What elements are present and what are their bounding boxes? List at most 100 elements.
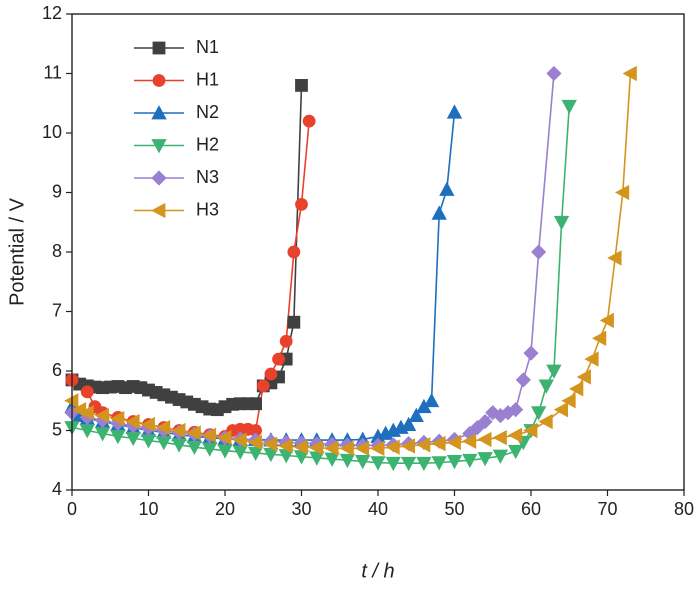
data-point [431, 435, 446, 452]
x-tick-label: 20 [215, 499, 235, 519]
data-point [462, 453, 478, 469]
data-point [295, 79, 308, 92]
data-point [249, 397, 263, 411]
data-point [569, 381, 584, 397]
data-point [287, 245, 301, 259]
data-point [110, 410, 125, 427]
x-tick-label: 80 [674, 499, 694, 519]
data-point [324, 452, 340, 467]
data-point [561, 393, 576, 409]
data-point [155, 419, 171, 436]
legend-label: H3 [196, 199, 219, 219]
data-point [264, 367, 278, 381]
data-point [256, 379, 270, 393]
legend-marker [151, 105, 167, 120]
data-point [508, 444, 524, 460]
data-point [531, 244, 547, 260]
data-point [339, 440, 354, 457]
data-point [538, 413, 553, 430]
data-point [614, 184, 630, 201]
data-point [408, 407, 424, 423]
x-axis-title: t / h [361, 560, 394, 582]
data-point [461, 433, 477, 449]
data-point [201, 427, 217, 443]
data-point [272, 352, 285, 366]
data-point [400, 456, 417, 472]
x-tick-label: 70 [597, 499, 617, 519]
plot-area [64, 65, 637, 472]
data-point [507, 427, 523, 443]
data-point [140, 416, 155, 433]
data-point [79, 404, 94, 421]
data-point [80, 385, 94, 399]
data-point [232, 432, 247, 448]
data-point [339, 453, 356, 469]
data-point [446, 104, 463, 119]
legend-marker [152, 74, 166, 87]
data-point [400, 438, 416, 454]
legend-marker [151, 202, 166, 219]
x-tick-label: 10 [138, 499, 158, 519]
legend-marker [151, 170, 167, 186]
data-point [416, 456, 432, 472]
data-point [217, 429, 232, 446]
data-point [385, 439, 400, 455]
legend-label: H1 [196, 69, 219, 89]
y-tick-label: 8 [52, 241, 62, 261]
data-point [477, 414, 493, 430]
data-point [431, 205, 447, 220]
y-tick-label: 12 [42, 3, 62, 23]
data-point [607, 250, 622, 266]
data-point [370, 440, 385, 457]
data-point [592, 330, 607, 346]
data-point [553, 402, 568, 418]
data-point [599, 312, 614, 329]
legend-marker [152, 41, 166, 55]
y-tick-label: 5 [52, 419, 62, 439]
data-point [446, 455, 463, 470]
data-point [477, 431, 492, 448]
y-tick-label: 10 [42, 122, 62, 142]
y-tick-label: 11 [43, 62, 62, 82]
data-point [508, 402, 524, 418]
y-axis-title: Potential / V [6, 197, 28, 306]
x-tick-label: 0 [67, 499, 77, 519]
x-tick-label: 50 [444, 499, 464, 519]
data-point [293, 439, 308, 455]
plot-frame [71, 13, 685, 491]
data-point [561, 99, 577, 115]
legend-label: N2 [196, 102, 219, 122]
data-point [385, 456, 401, 472]
data-point [186, 425, 201, 441]
data-point [439, 181, 455, 196]
y-tick-label: 4 [52, 479, 62, 499]
data-point [247, 434, 263, 451]
data-point [171, 422, 186, 439]
data-point [477, 452, 493, 467]
x-tick-label: 30 [291, 499, 311, 519]
data-point [530, 406, 547, 421]
data-point [553, 215, 570, 231]
data-point [584, 351, 599, 367]
data-point [295, 197, 308, 211]
data-point [515, 372, 531, 388]
data-point [622, 65, 637, 82]
data-point [400, 416, 417, 431]
legend-label: H2 [196, 134, 219, 154]
x-tick-label: 60 [521, 499, 541, 519]
data-point [576, 369, 591, 385]
data-point [492, 429, 507, 446]
y-tick-label: 9 [52, 181, 62, 201]
legend-label: N1 [196, 37, 219, 57]
data-point [423, 392, 440, 408]
data-point [355, 455, 371, 470]
data-point [324, 440, 339, 457]
data-point [523, 422, 538, 439]
data-point [416, 437, 431, 453]
legend-label: N3 [196, 167, 219, 187]
data-point [125, 413, 140, 430]
data-point [278, 438, 293, 454]
data-point [446, 434, 461, 451]
data-point [279, 334, 293, 348]
